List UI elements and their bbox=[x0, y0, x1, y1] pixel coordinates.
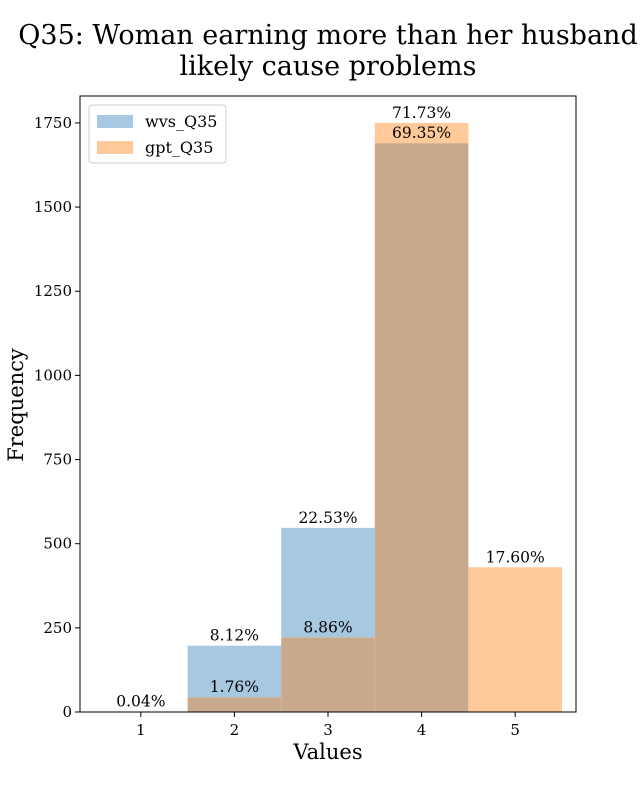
bar-overlap-4 bbox=[374, 143, 469, 713]
y-axis-label: Frequency bbox=[4, 348, 28, 462]
bar-wvs_Q35-2 bbox=[187, 645, 282, 698]
y-tick-label-750: 750 bbox=[43, 451, 72, 469]
chart-title-line-1: Q35: Woman earning more than her husband bbox=[18, 20, 637, 51]
bar-label-gpt_Q35-3: 8.86% bbox=[303, 618, 352, 636]
y-tick-label-500: 500 bbox=[43, 535, 72, 553]
bar-gpt_Q35-4 bbox=[374, 122, 469, 144]
y-tick-label-1250: 1250 bbox=[34, 282, 72, 300]
x-tick-label-4: 4 bbox=[417, 721, 427, 739]
legend-swatch-gpt_Q35 bbox=[97, 141, 133, 154]
x-axis-label: Values bbox=[292, 740, 362, 764]
bar-label-wvs_Q35-3: 22.53% bbox=[298, 509, 357, 527]
bar-label-wvs_Q35-4: 69.35% bbox=[392, 124, 451, 142]
bar-label-wvs_Q35-2: 8.12% bbox=[210, 627, 259, 645]
axes-layer: 0 250 500 750 1000 1250 1500 1750 1 2 3 4 5 bbox=[34, 95, 577, 739]
bar-wvs_Q35-3 bbox=[281, 527, 375, 638]
bars-layer bbox=[94, 122, 562, 713]
x-tick-label-3: 3 bbox=[323, 721, 333, 739]
legend-swatch-wvs_Q35 bbox=[97, 115, 133, 128]
bar-label-gpt_Q35-4: 71.73% bbox=[392, 104, 451, 122]
y-tick-label-250: 250 bbox=[43, 619, 72, 637]
y-tick-label-1000: 1000 bbox=[34, 366, 72, 384]
bar-overlap-2 bbox=[187, 697, 282, 712]
legend: wvs_Q35 gpt_Q35 bbox=[88, 104, 227, 164]
legend-label-gpt_Q35: gpt_Q35 bbox=[145, 138, 213, 157]
x-tick-label-5: 5 bbox=[510, 721, 520, 739]
legend-label-wvs_Q35: wvs_Q35 bbox=[145, 112, 217, 131]
bar-label-gpt_Q35-2: 1.76% bbox=[210, 678, 259, 696]
bar-overlap-3 bbox=[281, 637, 375, 712]
bar-labels-layer: 0.04% 8.12% 1.76% 22.53% 8.86% 69.35% 71.73% 17… bbox=[116, 104, 545, 711]
x-tick-label-2: 2 bbox=[230, 721, 240, 739]
chart-title-line-2: likely cause problems bbox=[180, 51, 477, 82]
y-tick-label-1750: 1750 bbox=[34, 114, 72, 132]
bar-label-gpt_Q35-5: 17.60% bbox=[486, 548, 545, 566]
x-tick-label-1: 1 bbox=[136, 721, 146, 739]
bar-label-wvs_Q35-1: 0.04% bbox=[116, 693, 165, 711]
y-tick-label-1500: 1500 bbox=[34, 198, 72, 216]
y-tick-label-0: 0 bbox=[62, 703, 72, 721]
bar-gpt_Q35-5 bbox=[468, 567, 562, 712]
